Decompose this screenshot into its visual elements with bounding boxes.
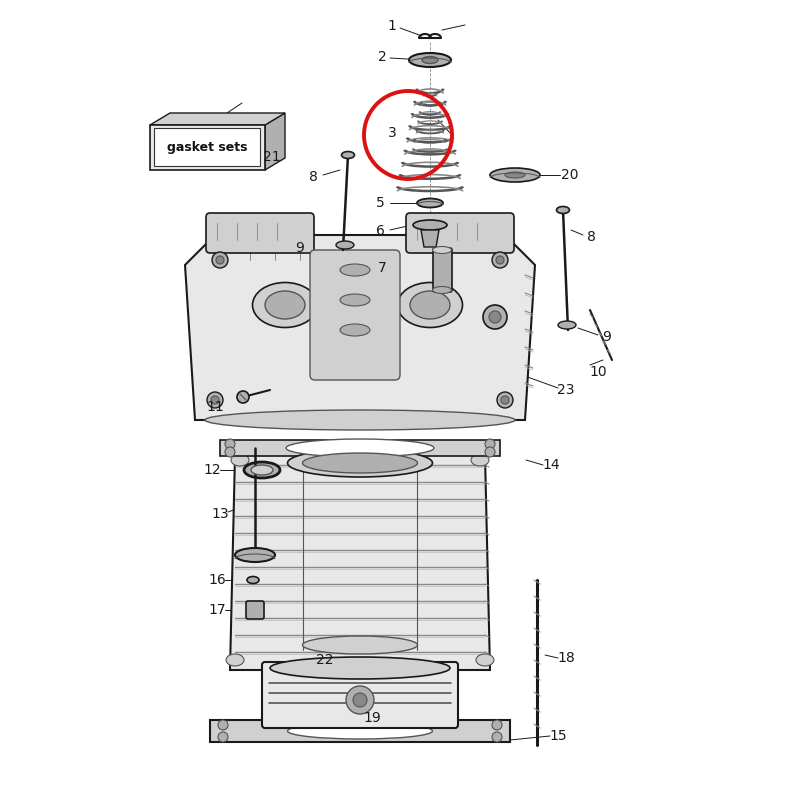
Text: 15: 15 <box>549 729 567 743</box>
Polygon shape <box>150 113 285 125</box>
Text: 14: 14 <box>542 458 560 472</box>
Text: 20: 20 <box>562 168 578 182</box>
Ellipse shape <box>422 57 438 63</box>
Circle shape <box>216 256 224 264</box>
Circle shape <box>496 256 504 264</box>
Text: 17: 17 <box>208 603 226 617</box>
FancyBboxPatch shape <box>310 250 400 380</box>
Ellipse shape <box>265 291 305 319</box>
Ellipse shape <box>270 657 450 679</box>
Text: 16: 16 <box>208 573 226 587</box>
FancyBboxPatch shape <box>433 248 452 292</box>
Ellipse shape <box>409 53 451 67</box>
Ellipse shape <box>471 454 489 466</box>
Ellipse shape <box>413 220 447 230</box>
Circle shape <box>492 252 508 268</box>
FancyBboxPatch shape <box>262 662 458 728</box>
Polygon shape <box>265 113 285 170</box>
Circle shape <box>489 311 501 323</box>
Ellipse shape <box>302 453 418 473</box>
Text: 10: 10 <box>589 365 607 379</box>
Ellipse shape <box>231 454 249 466</box>
Ellipse shape <box>205 410 515 430</box>
Text: 12: 12 <box>203 463 221 477</box>
Text: 9: 9 <box>295 241 305 255</box>
Ellipse shape <box>433 246 451 254</box>
Ellipse shape <box>336 241 354 249</box>
Text: 7: 7 <box>378 261 386 275</box>
Ellipse shape <box>417 198 443 207</box>
Circle shape <box>225 447 235 457</box>
Text: 23: 23 <box>558 383 574 397</box>
Text: 18: 18 <box>557 651 575 665</box>
Text: 21: 21 <box>263 150 281 164</box>
Polygon shape <box>230 455 490 670</box>
Text: 5: 5 <box>376 196 384 210</box>
Circle shape <box>353 693 367 707</box>
Text: 22: 22 <box>316 653 334 667</box>
Ellipse shape <box>433 286 451 294</box>
Ellipse shape <box>476 654 494 666</box>
Ellipse shape <box>302 636 418 654</box>
Text: 19: 19 <box>363 711 381 725</box>
Ellipse shape <box>490 168 540 182</box>
Polygon shape <box>210 720 510 742</box>
Ellipse shape <box>247 577 259 583</box>
Text: 3: 3 <box>388 126 396 140</box>
Circle shape <box>218 720 228 730</box>
Circle shape <box>501 396 509 404</box>
Text: 11: 11 <box>206 400 224 414</box>
Text: gasket sets: gasket sets <box>166 141 247 154</box>
Text: 9: 9 <box>602 330 611 344</box>
Circle shape <box>497 392 513 408</box>
Circle shape <box>211 396 219 404</box>
Ellipse shape <box>410 291 450 319</box>
Polygon shape <box>421 230 439 247</box>
Ellipse shape <box>340 324 370 336</box>
Ellipse shape <box>286 439 434 457</box>
Text: 2: 2 <box>378 50 386 64</box>
Ellipse shape <box>251 465 273 475</box>
Circle shape <box>346 686 374 714</box>
Circle shape <box>485 447 495 457</box>
Ellipse shape <box>287 723 433 739</box>
FancyBboxPatch shape <box>150 125 265 170</box>
Ellipse shape <box>505 172 525 178</box>
Circle shape <box>492 720 502 730</box>
Ellipse shape <box>287 449 433 477</box>
Circle shape <box>225 439 235 449</box>
Ellipse shape <box>398 282 462 327</box>
Ellipse shape <box>558 321 576 329</box>
FancyBboxPatch shape <box>206 213 314 253</box>
Text: 8: 8 <box>309 170 318 184</box>
Circle shape <box>237 391 249 403</box>
Ellipse shape <box>340 294 370 306</box>
Ellipse shape <box>244 462 280 478</box>
Polygon shape <box>220 440 500 456</box>
Ellipse shape <box>557 206 570 214</box>
Text: 8: 8 <box>586 230 595 244</box>
Circle shape <box>207 392 223 408</box>
Text: 1: 1 <box>387 19 397 33</box>
Text: 13: 13 <box>211 507 229 521</box>
FancyBboxPatch shape <box>246 601 264 619</box>
Circle shape <box>218 732 228 742</box>
Polygon shape <box>185 235 535 420</box>
Ellipse shape <box>253 282 318 327</box>
Circle shape <box>492 732 502 742</box>
Circle shape <box>485 439 495 449</box>
FancyBboxPatch shape <box>406 213 514 253</box>
Circle shape <box>212 252 228 268</box>
Ellipse shape <box>235 548 275 562</box>
Text: 6: 6 <box>375 224 385 238</box>
Ellipse shape <box>226 654 244 666</box>
Ellipse shape <box>340 264 370 276</box>
Circle shape <box>483 305 507 329</box>
Ellipse shape <box>342 151 354 158</box>
